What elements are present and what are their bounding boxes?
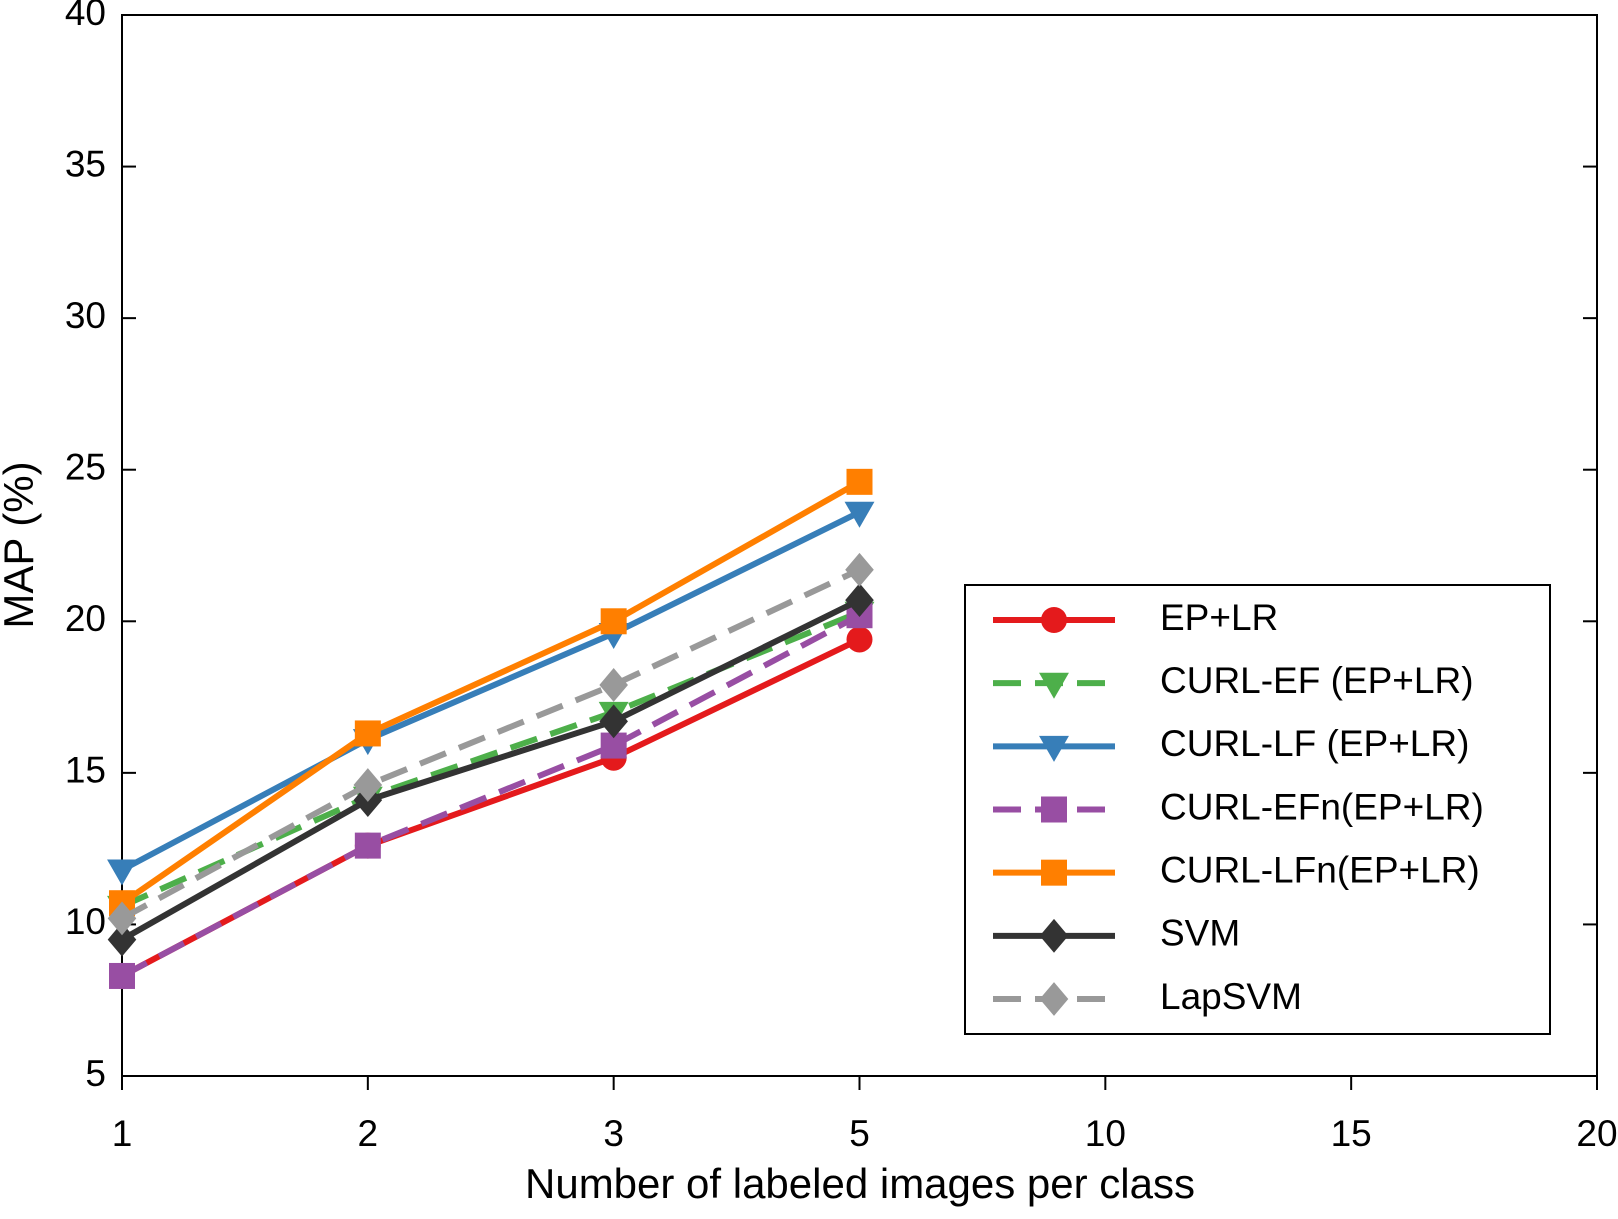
x-tick-label: 1 <box>112 1113 133 1154</box>
x-tick-label: 15 <box>1331 1113 1372 1154</box>
marker <box>846 468 873 495</box>
marker <box>1041 796 1067 823</box>
x-tick-label: 2 <box>358 1113 379 1154</box>
legend-label: LapSVM <box>1160 976 1302 1017</box>
legend-label: CURL-LFn(EP+LR) <box>1160 849 1480 890</box>
series-line <box>120 597 861 943</box>
series-line <box>120 636 861 979</box>
y-tick-label: 25 <box>65 446 106 487</box>
marker <box>599 704 628 739</box>
marker <box>353 768 383 802</box>
marker <box>599 668 628 702</box>
marker <box>845 552 874 587</box>
legend-label: CURL-EF (EP+LR) <box>1160 660 1474 701</box>
y-tick-label: 35 <box>65 143 106 184</box>
y-axis-label: MAP (%) <box>0 461 42 628</box>
x-tick-label: 5 <box>849 1113 870 1154</box>
marker <box>107 901 137 936</box>
legend-label: EP+LR <box>1160 597 1278 638</box>
marker <box>107 859 137 886</box>
marker <box>844 501 875 528</box>
marker <box>109 962 135 989</box>
marker <box>845 583 874 617</box>
legend-label: CURL-LF (EP+LR) <box>1160 723 1469 764</box>
legend-label: CURL-EFn(EP+LR) <box>1160 786 1484 827</box>
y-tick-label: 40 <box>65 0 106 33</box>
marker <box>1041 859 1067 886</box>
x-axis-label: Number of labeled images per class <box>525 1160 1195 1207</box>
y-tick-label: 5 <box>85 1053 106 1094</box>
y-tick-label: 20 <box>65 598 106 639</box>
marker <box>1039 672 1069 699</box>
x-tick-label: 3 <box>603 1113 624 1154</box>
marker <box>1039 735 1069 762</box>
series-line <box>120 567 861 922</box>
series-line <box>120 479 861 906</box>
series-line <box>120 612 861 979</box>
marker <box>354 720 381 747</box>
marker <box>600 608 627 635</box>
series-line <box>120 509 861 873</box>
legend-label: SVM <box>1160 913 1240 954</box>
marker <box>1041 607 1067 633</box>
marker <box>354 832 381 859</box>
marker <box>1039 982 1069 1016</box>
x-tick-label: 20 <box>1576 1113 1617 1154</box>
marker <box>107 922 137 957</box>
y-tick-label: 15 <box>65 750 106 791</box>
marker <box>846 626 873 653</box>
marker <box>1039 918 1069 953</box>
x-tick-label: 10 <box>1085 1113 1126 1154</box>
y-tick-label: 10 <box>65 901 106 942</box>
y-tick-label: 30 <box>65 295 106 336</box>
